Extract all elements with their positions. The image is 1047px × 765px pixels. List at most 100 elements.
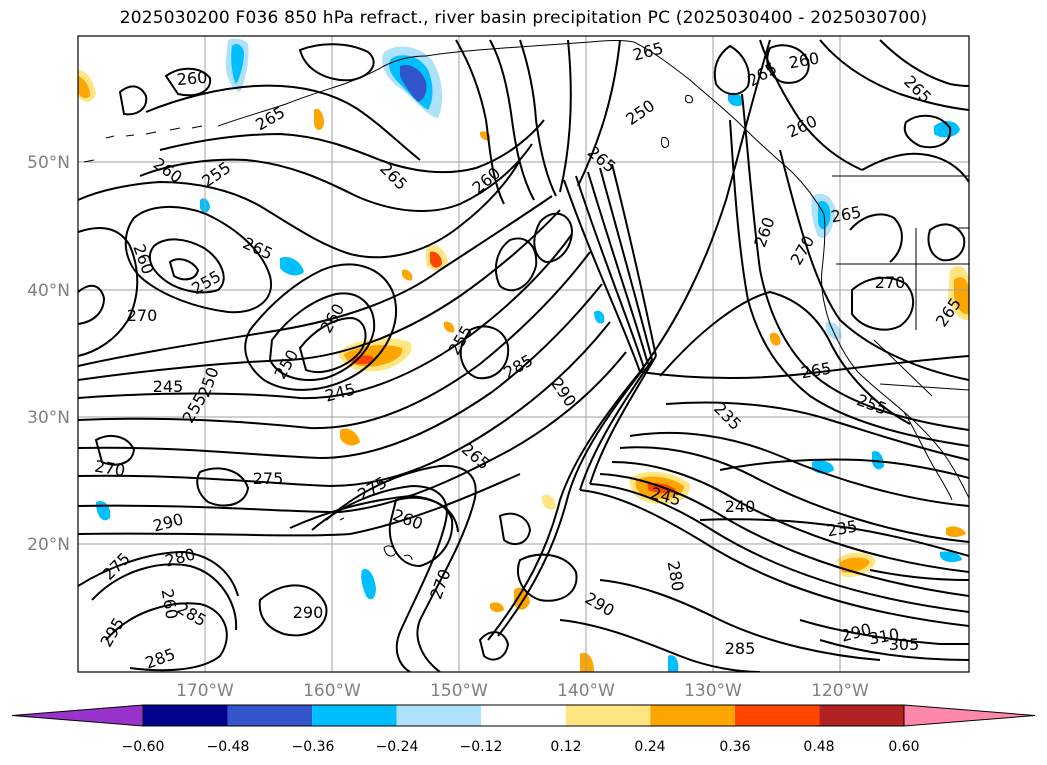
precip-negative-area xyxy=(826,321,842,340)
contour-line xyxy=(659,290,911,425)
contour-line xyxy=(879,39,969,87)
contour-line xyxy=(577,39,621,187)
precip-positive-area xyxy=(444,321,455,333)
small-island xyxy=(661,137,669,149)
contour-line xyxy=(699,518,969,557)
lon-tick-label: 120°W xyxy=(811,681,869,701)
colorbar-tick-label: −0.12 xyxy=(460,739,503,755)
contour-label: 260 xyxy=(176,68,208,90)
colorbar-extend-high xyxy=(903,704,1036,727)
contour-line xyxy=(498,512,532,546)
contour-line xyxy=(575,175,645,369)
contour-line xyxy=(489,39,535,201)
contour-line xyxy=(325,464,477,672)
colorbar-tick-label: −0.60 xyxy=(122,739,165,755)
contour-line xyxy=(145,84,421,161)
contour-line xyxy=(599,473,969,597)
refractivity-contours xyxy=(78,39,969,672)
colorbar-outline xyxy=(142,704,905,727)
precip-positive-area xyxy=(402,269,413,281)
lat-tick-label: 50°N xyxy=(27,153,70,173)
contour-line xyxy=(298,43,375,82)
lat-tick-label: 20°N xyxy=(27,535,70,555)
precip-positive-area xyxy=(580,652,594,672)
precip-negative-area xyxy=(400,64,427,102)
contour-line xyxy=(124,205,273,314)
precip-positive-area xyxy=(514,587,530,610)
contour-line xyxy=(563,179,641,373)
colorbar-tick-label: −0.24 xyxy=(376,739,419,755)
precip-positive-area xyxy=(946,526,966,537)
contour-line xyxy=(819,39,969,111)
contour-line xyxy=(766,44,810,84)
contour-line xyxy=(799,619,969,645)
contour-line xyxy=(78,283,603,460)
contour-line xyxy=(519,39,557,197)
colorbar-swatch xyxy=(227,705,313,726)
contour-line xyxy=(487,371,641,641)
contour-line xyxy=(639,355,969,379)
latitude-ticks: 50°N 40°N 30°N 20°N xyxy=(27,153,70,555)
precip-positive-area xyxy=(430,251,442,268)
contour-line xyxy=(729,119,969,447)
contour-line xyxy=(517,553,578,602)
precip-fill-layer xyxy=(78,38,969,672)
colorbar-swatch xyxy=(396,705,482,726)
contour-line xyxy=(168,258,200,281)
contour-line xyxy=(533,212,574,264)
contour-line xyxy=(713,44,750,95)
contour-label: 270 xyxy=(875,273,906,292)
contour-line xyxy=(268,292,376,381)
contour-label: 305 xyxy=(889,635,920,654)
contour-line xyxy=(118,85,148,116)
contour-line xyxy=(289,494,459,533)
precip-positive-area xyxy=(490,602,504,613)
contour-line xyxy=(559,39,572,193)
contour-line xyxy=(78,227,139,357)
contour-line xyxy=(94,434,136,466)
contour-line xyxy=(459,325,510,380)
colorbar-swatch xyxy=(734,705,820,726)
contour-line xyxy=(78,550,239,597)
contour-line xyxy=(619,446,969,543)
contour-line xyxy=(559,619,761,672)
precip-negative-area xyxy=(231,44,244,84)
alaska-peninsula-coastline xyxy=(217,55,427,127)
colorbar-swatch xyxy=(819,705,904,726)
precip-negative-area xyxy=(934,121,960,138)
precip-positive-area xyxy=(770,332,781,346)
lon-tick-label: 150°W xyxy=(430,681,488,701)
precip-negative-area xyxy=(728,92,744,107)
contour-line xyxy=(611,163,657,357)
contour-line xyxy=(164,67,212,97)
contour-line xyxy=(639,39,771,373)
longitude-ticks: 170°W 160°W 150°W 140°W 130°W 120°W xyxy=(176,681,869,701)
contour-line xyxy=(665,401,969,461)
contour-label: 245 xyxy=(153,377,184,396)
contour-line xyxy=(139,143,533,212)
contour-line xyxy=(78,284,106,325)
contour-line xyxy=(159,119,545,174)
aleutian-island xyxy=(125,134,135,137)
contour-line xyxy=(629,431,969,507)
contour-line xyxy=(244,263,397,391)
contour-line xyxy=(455,39,505,205)
contour-line xyxy=(927,223,966,262)
lat-tick-label: 30°N xyxy=(27,408,70,428)
contour-line xyxy=(91,563,238,631)
contour-line xyxy=(719,458,969,479)
contour-line xyxy=(851,276,915,331)
contour-label: 285 xyxy=(725,639,756,658)
lon-tick-label: 170°W xyxy=(176,681,234,701)
precip-negative-area xyxy=(872,450,884,470)
colorbar-swatch xyxy=(143,705,228,726)
contour-line xyxy=(903,114,952,149)
contour-line xyxy=(78,473,521,537)
contour-line xyxy=(78,159,521,259)
us-mexico-border xyxy=(879,383,969,391)
contour-line xyxy=(779,149,969,381)
precip-positive-area xyxy=(78,76,90,99)
contour-line xyxy=(819,639,969,661)
